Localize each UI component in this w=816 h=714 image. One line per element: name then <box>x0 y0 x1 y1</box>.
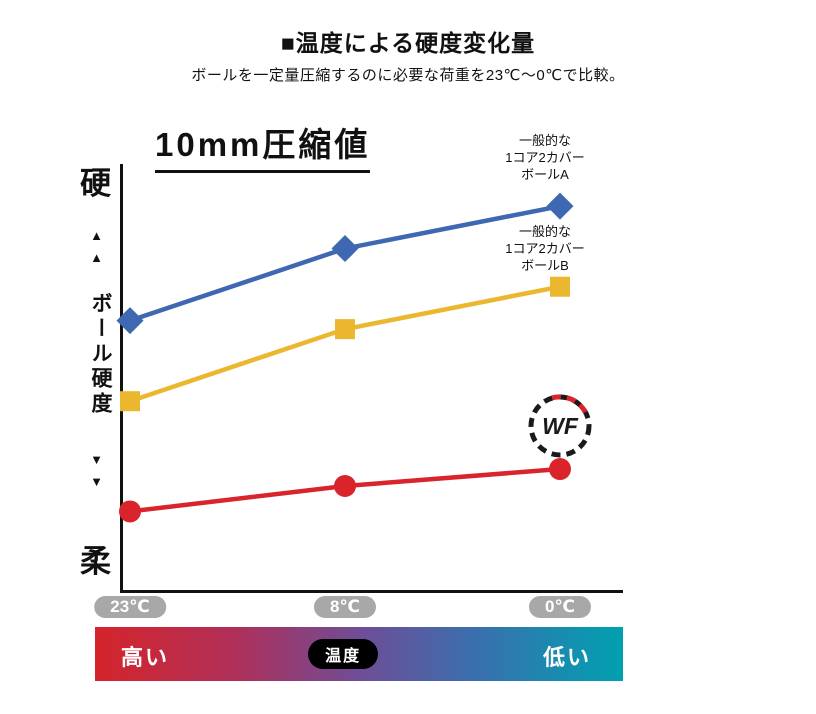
page-title: ■温度による硬度変化量 <box>280 30 536 56</box>
series-a-label-line3: ボールA <box>521 166 569 182</box>
y-axis-title: ボール硬度 <box>89 292 112 417</box>
series-a-label-line1: 一般的な <box>518 133 571 148</box>
wf-logo-text: WF <box>542 413 579 439</box>
series-a-label-line2: 1コア2カバー <box>505 149 585 165</box>
temp-low-label: 低い <box>542 645 591 670</box>
series-b-label: 一般的な 1コア2カバー ボールB <box>465 224 625 275</box>
up-arrows-icon: ▲▲ <box>89 228 104 272</box>
series-b-label-line2: 1コア2カバー <box>505 240 585 256</box>
y-axis-line <box>120 164 123 593</box>
series-a-label: 一般的な 1コア2カバー ボールA <box>465 133 625 184</box>
down-arrows-icon: ▼▼ <box>89 452 104 496</box>
y-axis-bottom-label: 柔 <box>80 544 111 579</box>
x-tick-0c: 0℃ <box>528 596 592 618</box>
page-subtitle: ボールを一定量圧縮するのに必要な荷重を23℃～0℃で比較。 <box>191 67 625 84</box>
wf-logo-icon: WF <box>528 394 592 458</box>
temp-axis-label: 温度 <box>308 639 379 669</box>
series-b-label-line1: 一般的な <box>518 224 571 239</box>
series-b-label-line3: ボールB <box>521 257 569 273</box>
y-axis-top-label: 硬 <box>80 166 111 201</box>
x-tick-8c: 8℃ <box>313 596 377 618</box>
chart-heading: 10mm圧縮値 <box>155 118 371 173</box>
x-tick-23c: 23℃ <box>94 596 166 618</box>
temperature-gradient-bar: 高い 温度 低い <box>95 627 623 681</box>
x-axis-line <box>120 590 623 593</box>
temp-high-label: 高い <box>121 645 170 670</box>
